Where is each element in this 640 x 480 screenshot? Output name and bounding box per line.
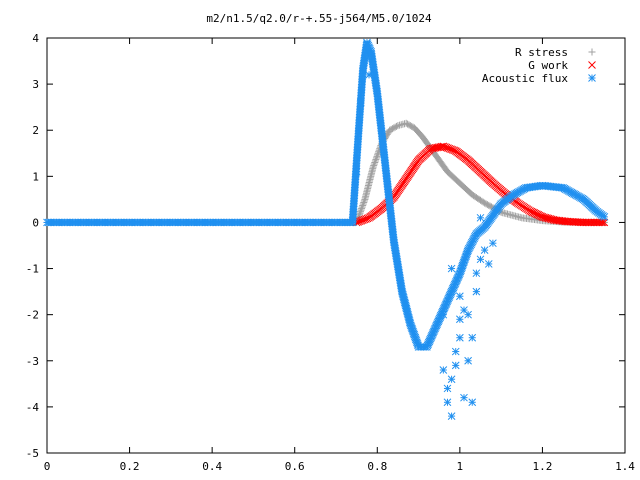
data-point xyxy=(369,163,377,171)
series-3 xyxy=(352,71,497,420)
data-point xyxy=(360,197,368,205)
data-point xyxy=(456,292,464,301)
data-point xyxy=(373,152,381,160)
series-0 xyxy=(43,119,608,226)
data-point xyxy=(464,356,472,365)
data-point xyxy=(484,260,493,268)
data-point xyxy=(359,200,367,208)
chart-title: m2/n1.5/q2.0/r-+.55-j564/M5.0/1024 xyxy=(206,12,432,25)
data-point xyxy=(547,215,556,224)
y-tick-label: -3 xyxy=(26,355,39,368)
data-point xyxy=(433,143,442,152)
data-point xyxy=(549,215,558,224)
data-point xyxy=(451,347,460,356)
data-point xyxy=(456,315,464,324)
data-point xyxy=(434,143,443,152)
data-point xyxy=(468,398,477,407)
y-tick-label: -5 xyxy=(26,447,39,460)
legend-swatch xyxy=(588,74,596,82)
data-point xyxy=(358,205,366,213)
legend-label: Acoustic flux xyxy=(482,72,568,85)
data-point xyxy=(371,157,379,165)
data-point xyxy=(476,255,485,264)
legend-label: R stress xyxy=(515,46,568,59)
data-point xyxy=(356,209,364,217)
data-point xyxy=(370,160,378,168)
data-point xyxy=(468,333,477,342)
y-axis: -5 -4 -3 -2 -1 0 1 2 3 4 xyxy=(26,32,625,460)
series-layer xyxy=(43,38,609,420)
data-point xyxy=(546,215,555,223)
data-point xyxy=(437,142,446,151)
data-point xyxy=(451,361,460,370)
data-point xyxy=(428,144,437,153)
data-point xyxy=(489,239,497,248)
y-tick-label: 1 xyxy=(32,170,39,183)
data-point xyxy=(480,246,489,254)
data-point xyxy=(476,213,485,222)
data-point xyxy=(443,384,452,393)
data-point xyxy=(447,412,456,420)
x-tick-label: 0.2 xyxy=(120,460,140,473)
data-point xyxy=(460,306,468,314)
data-point xyxy=(443,398,452,407)
legend-swatch xyxy=(588,48,596,56)
data-point xyxy=(439,366,448,374)
y-tick-label: 4 xyxy=(32,32,39,45)
legend-label: G work xyxy=(528,59,568,72)
y-tick-label: -4 xyxy=(26,401,40,414)
data-point xyxy=(359,202,367,210)
y-tick-label: 0 xyxy=(32,216,39,229)
data-point xyxy=(538,213,547,221)
data-point xyxy=(372,155,380,163)
x-tick-label: 1 xyxy=(457,460,464,473)
x-tick-label: 0.6 xyxy=(285,460,305,473)
data-point xyxy=(597,218,606,227)
x-tick-label: 0.8 xyxy=(367,460,387,473)
data-point xyxy=(540,213,548,222)
legend-swatch xyxy=(588,61,596,69)
data-point xyxy=(472,269,481,278)
data-point xyxy=(600,218,609,227)
data-point xyxy=(352,167,361,176)
data-point xyxy=(541,213,550,222)
data-point xyxy=(357,206,365,214)
data-point xyxy=(371,159,379,166)
y-tick-label: 3 xyxy=(32,78,39,91)
x-tick-label: 0.4 xyxy=(202,460,222,473)
data-point xyxy=(431,143,440,152)
data-point xyxy=(460,393,468,402)
plot-frame xyxy=(46,37,626,454)
data-point xyxy=(393,122,401,130)
data-point xyxy=(447,375,456,384)
y-tick-label: -2 xyxy=(26,309,39,322)
data-point xyxy=(472,287,481,296)
data-point xyxy=(598,218,607,227)
data-point xyxy=(439,310,448,319)
data-point xyxy=(456,333,464,342)
y-tick-label: 2 xyxy=(32,124,39,137)
data-point xyxy=(600,213,609,221)
data-point xyxy=(430,144,438,152)
data-point xyxy=(365,71,373,79)
series-2 xyxy=(43,38,609,351)
data-point xyxy=(370,162,378,170)
y-tick-label: -1 xyxy=(26,263,39,276)
x-tick-label: 1.2 xyxy=(532,460,552,473)
x-axis: 0 0.2 0.4 0.6 0.8 1 1.2 1.4 xyxy=(44,38,635,473)
data-point xyxy=(543,214,551,222)
data-point xyxy=(356,98,365,107)
data-point xyxy=(358,203,366,211)
data-point xyxy=(356,208,364,216)
data-point xyxy=(372,154,380,162)
data-point xyxy=(544,214,553,223)
x-tick-label: 0 xyxy=(44,460,51,473)
data-point xyxy=(427,144,435,153)
data-point xyxy=(360,198,368,206)
x-tick-label: 1.4 xyxy=(615,460,635,473)
data-point xyxy=(447,264,456,273)
data-point xyxy=(374,151,382,159)
